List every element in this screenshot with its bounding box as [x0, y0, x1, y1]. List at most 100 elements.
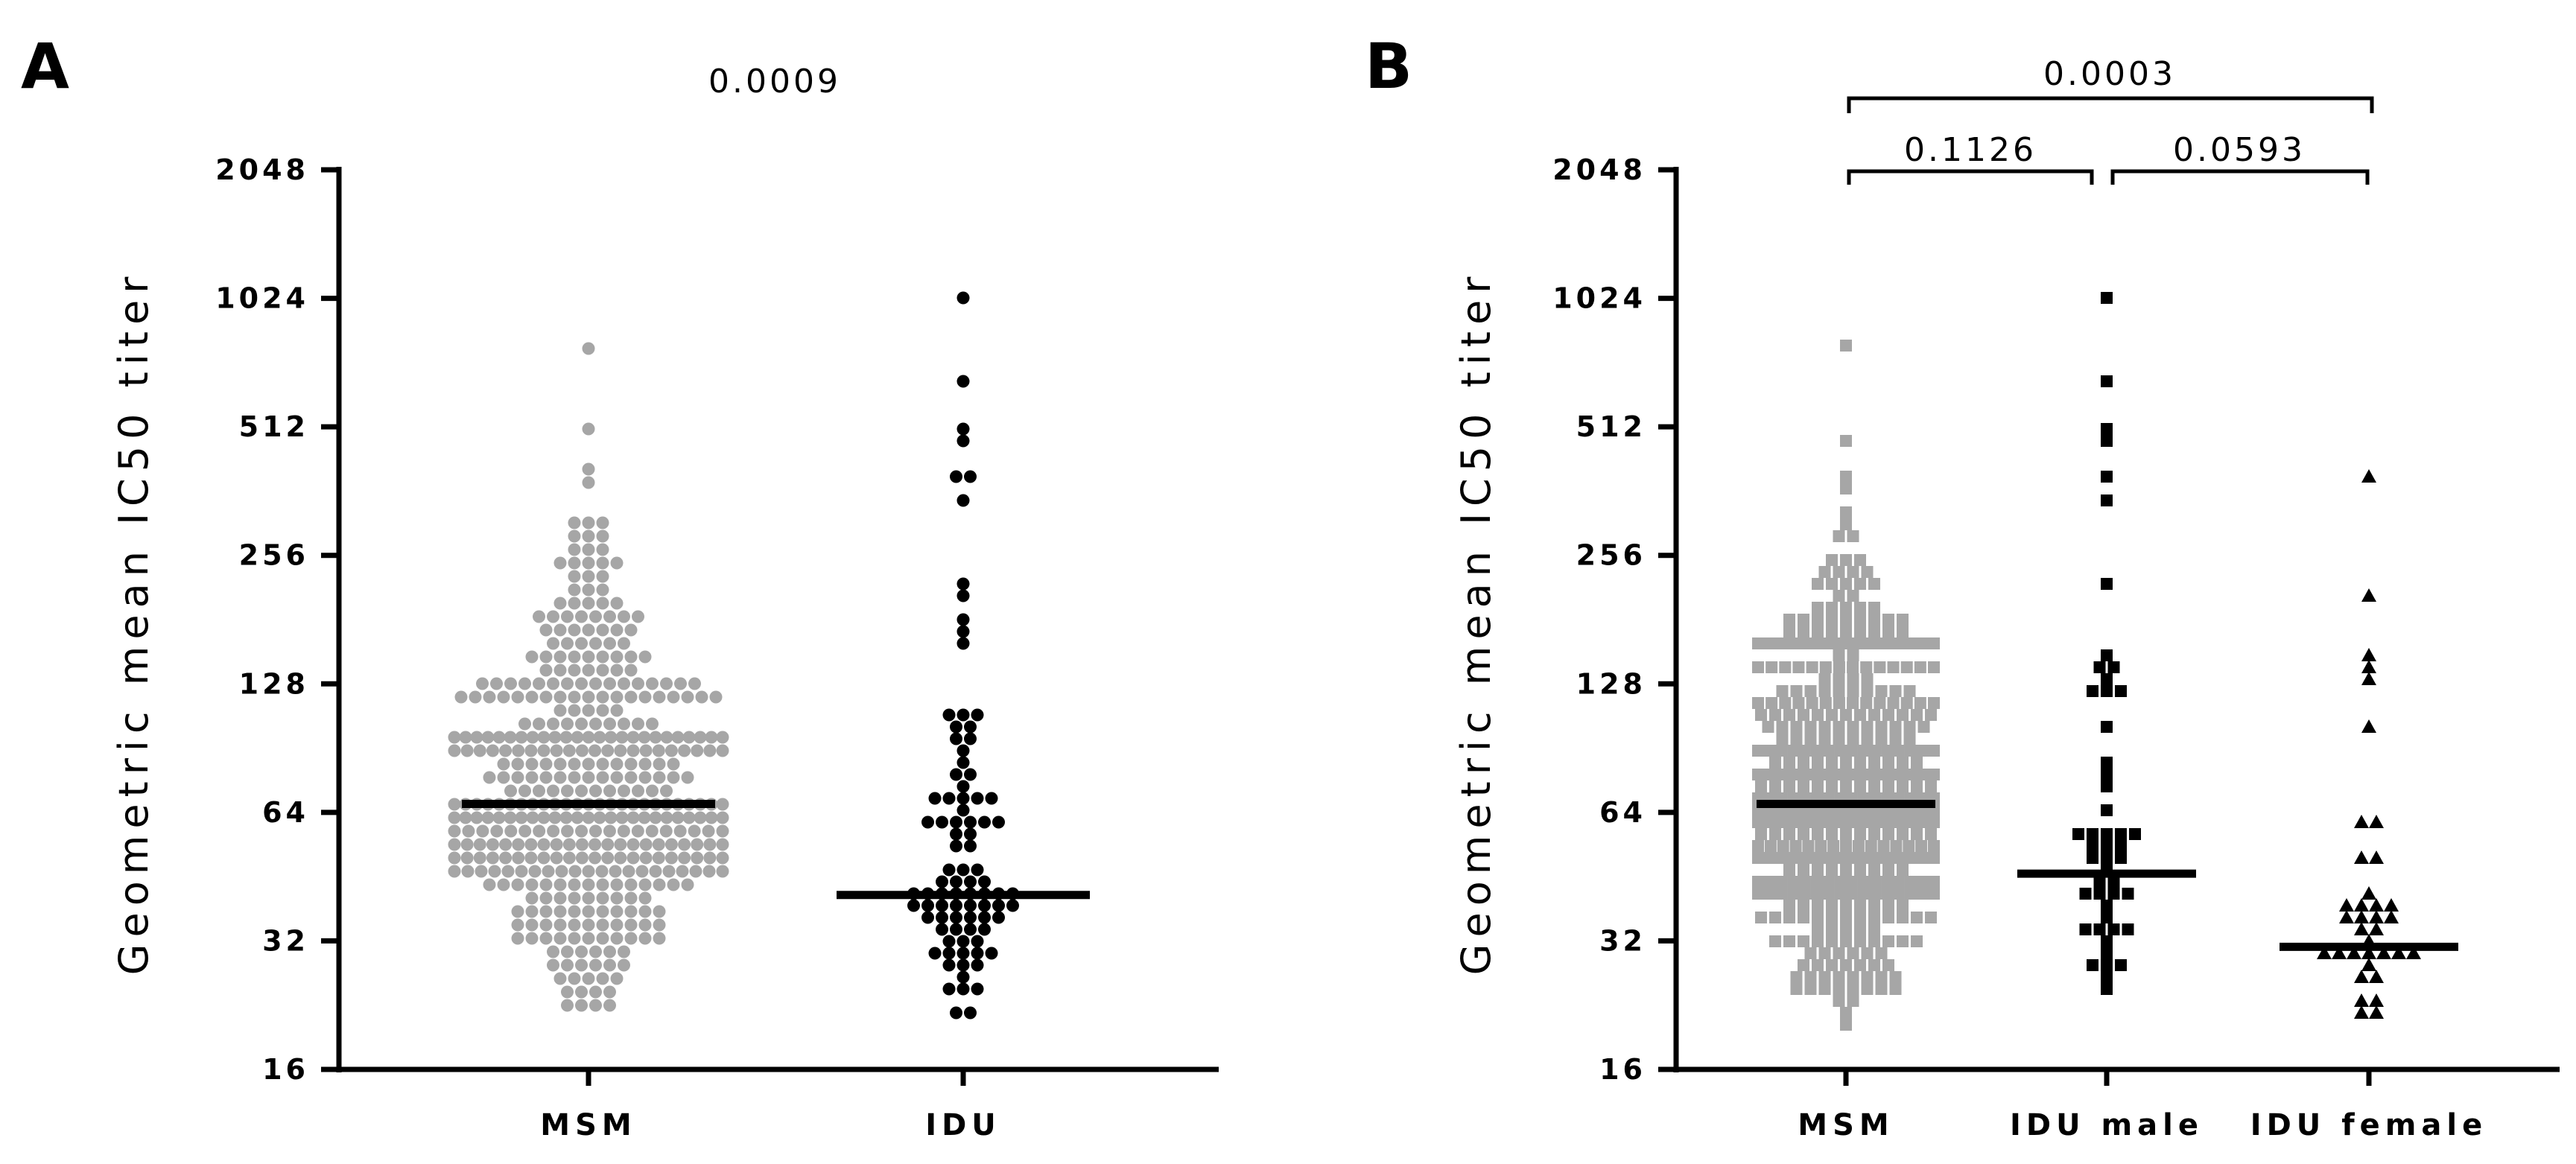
data-point-msm [1775, 888, 1788, 900]
data-point-msm [448, 744, 461, 757]
data-point-msm [1840, 1019, 1852, 1031]
data-point-msm [1914, 661, 1926, 673]
data-point-msm [459, 811, 472, 824]
data-point-msm [1911, 780, 1923, 792]
data-point-msm [1861, 983, 1874, 995]
data-point-msm [610, 972, 624, 985]
data-point-msm [709, 690, 723, 704]
panel-a-points [448, 291, 1019, 1020]
data-point-idu-male [2101, 804, 2113, 816]
data-point-msm [582, 891, 595, 905]
data-point-msm [1840, 435, 1852, 447]
data-point-idu-female [2369, 850, 2384, 864]
data-point-msm [688, 824, 701, 838]
data-point-msm [603, 677, 616, 690]
data-point-msm [533, 784, 545, 798]
data-point-msm [1833, 530, 1845, 542]
data-point-msm [1826, 828, 1838, 840]
data-point-msm [1872, 816, 1885, 828]
data-point-msm [1826, 864, 1838, 876]
panel-b-medians [1757, 799, 2458, 951]
data-point-msm [1798, 959, 1809, 971]
data-point-msm [553, 905, 567, 918]
data-point-msm [688, 677, 701, 690]
panel-b-category-idu-male: IDU male [2010, 1108, 2204, 1142]
data-point-msm [667, 771, 680, 784]
data-point-msm [1812, 912, 1824, 923]
data-point-msm [632, 610, 644, 623]
data-point-msm [547, 945, 559, 958]
data-point-msm [667, 757, 680, 771]
data-point-idu-male [2101, 852, 2113, 864]
data-point-msm [653, 932, 666, 945]
data-point-msm [1928, 769, 1940, 780]
data-point-msm [1861, 947, 1874, 959]
data-point-idu [936, 911, 948, 924]
data-point-msm [1854, 780, 1866, 792]
data-point-msm [716, 851, 729, 865]
data-point-msm [1908, 769, 1920, 780]
data-point-msm [1840, 780, 1852, 792]
data-point-idu [957, 982, 970, 996]
data-point-msm [1857, 888, 1870, 900]
data-point-msm [610, 704, 624, 717]
data-point-msm [1881, 745, 1894, 757]
data-point-msm [448, 731, 461, 744]
data-point-msm [511, 878, 524, 891]
data-point-msm [1868, 912, 1880, 923]
data-point-idu-male [2107, 661, 2120, 673]
data-point-msm [483, 690, 496, 704]
data-point-msm [1854, 602, 1866, 614]
data-point-idu-female [2354, 922, 2369, 935]
data-point-msm [638, 891, 652, 905]
data-point-msm [582, 690, 595, 704]
y-tick-label: 1024 [215, 282, 309, 315]
data-point-msm [603, 999, 616, 1012]
data-point-msm [624, 878, 638, 891]
data-point-msm [537, 811, 551, 824]
data-point-msm [1889, 983, 1902, 995]
data-point-msm [548, 731, 562, 744]
bracket-msm-idu-male [1847, 169, 2094, 185]
data-point-msm [1847, 697, 1859, 709]
data-point-msm [649, 811, 662, 824]
data-point-idu [950, 720, 962, 734]
data-point-idu-male [2129, 828, 2141, 840]
data-point-msm [1857, 876, 1870, 888]
data-point-msm [1818, 971, 1831, 983]
data-point-msm [1834, 888, 1847, 900]
data-point-msm [691, 744, 704, 757]
data-point-msm [1798, 864, 1809, 876]
data-point-msm [1776, 733, 1789, 745]
data-point-idu [957, 637, 970, 650]
data-point-msm [460, 851, 474, 865]
data-point-msm [1881, 816, 1894, 828]
data-point-idu [964, 470, 977, 483]
data-point-msm [539, 650, 553, 664]
data-point-idu [957, 577, 970, 591]
data-point-msm [501, 865, 515, 878]
data-point-idu-female [2361, 946, 2376, 959]
data-point-idu-female [2339, 898, 2354, 912]
data-point-idu-female [2361, 958, 2376, 971]
data-point-msm [1900, 697, 1913, 709]
panel-b-category-msm: MSM [1798, 1108, 1894, 1142]
data-point-idu [942, 935, 956, 948]
data-point-msm [1889, 685, 1902, 697]
data-point-msm [610, 932, 624, 945]
data-point-msm [476, 824, 489, 838]
data-point-idu [957, 947, 970, 960]
data-point-idu [964, 899, 977, 912]
data-point-msm [504, 731, 517, 744]
data-point-msm [589, 838, 602, 851]
data-point-msm [1833, 983, 1845, 995]
data-point-msm [694, 811, 707, 824]
data-point-idu [936, 875, 948, 888]
data-point-msm [653, 771, 666, 784]
panel-a-y-axis-label: Geometric mean IC50 titer [110, 270, 157, 976]
data-point-msm [1847, 530, 1859, 542]
data-point-msm [1785, 637, 1798, 649]
data-point-msm [596, 543, 609, 556]
data-point-msm [1847, 673, 1859, 685]
data-point-msm [716, 798, 729, 811]
